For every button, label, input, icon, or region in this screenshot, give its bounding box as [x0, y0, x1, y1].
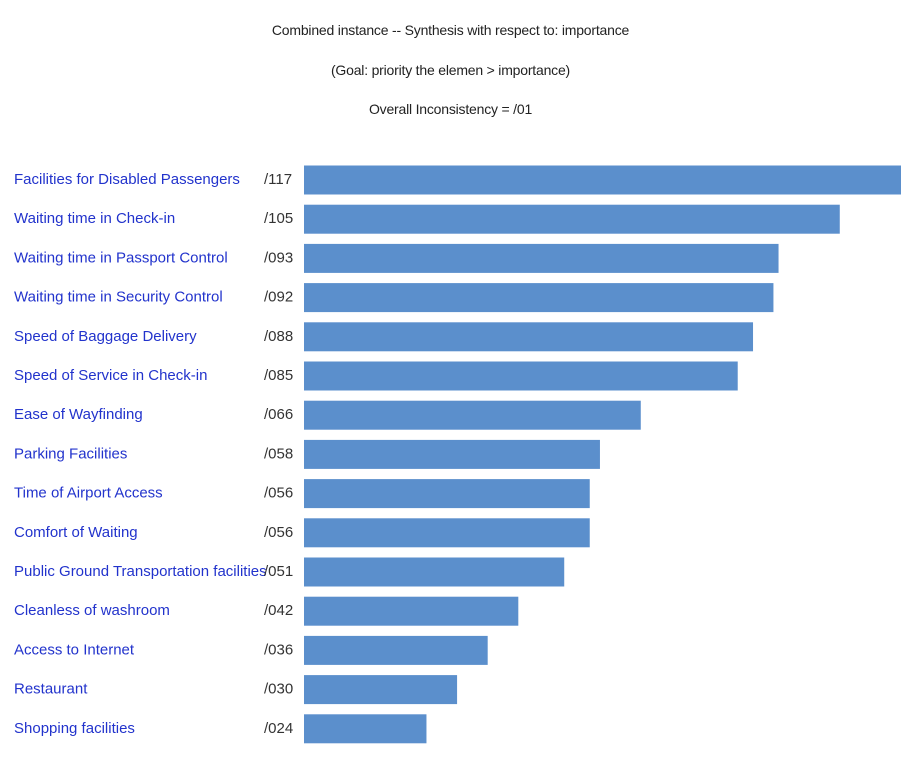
bar	[304, 243, 779, 273]
value-label: /024	[264, 720, 293, 737]
bar	[304, 165, 901, 195]
value-label: /117	[264, 171, 292, 188]
value-label: /105	[264, 210, 293, 227]
category-label: Time of Airport Access	[14, 485, 163, 502]
bar	[304, 557, 565, 587]
category-label: Cleanless of washroom	[14, 602, 170, 619]
bar	[304, 675, 458, 705]
category-label: Speed of Service in Check-in	[14, 367, 207, 384]
value-label: /092	[264, 289, 293, 306]
category-label: Comfort of Waiting	[14, 524, 138, 541]
value-label: /088	[264, 328, 293, 345]
category-label: Waiting time in Security Control	[14, 289, 223, 306]
bar	[304, 596, 519, 626]
category-label: Ease of Wayfinding	[14, 406, 143, 423]
chart-inconsistency: Overall Inconsistency = /01	[368, 101, 533, 117]
value-label: /030	[264, 681, 293, 698]
value-label: /042	[264, 602, 293, 619]
value-label: /056	[264, 485, 293, 502]
bar	[304, 322, 754, 352]
chart-goal: (Goal: priority the elemen > importance)	[330, 62, 571, 78]
value-label: /056	[264, 524, 293, 541]
bar	[304, 714, 427, 744]
value-label: /093	[264, 249, 293, 266]
bar	[304, 479, 590, 509]
value-label: /058	[264, 445, 293, 462]
bar	[304, 400, 641, 430]
bar	[304, 518, 590, 548]
category-label: Access to Internet	[14, 641, 135, 658]
bar	[304, 204, 840, 234]
category-label: Waiting time in Check-in	[14, 210, 175, 227]
value-label: /066	[264, 406, 293, 423]
bar	[304, 439, 600, 469]
category-label: Waiting time in Passport Control	[14, 249, 228, 266]
category-label: Facilities for Disabled Passengers	[14, 171, 240, 188]
bar	[304, 635, 488, 665]
bar	[304, 283, 774, 313]
category-label: Public Ground Transportation facilities	[14, 563, 267, 580]
category-label: Parking Facilities	[14, 445, 127, 462]
category-label: Restaurant	[14, 681, 88, 698]
category-label: Shopping facilities	[14, 720, 135, 737]
category-label: Speed of Baggage Delivery	[14, 328, 197, 345]
value-label: /051	[264, 563, 293, 580]
value-label: /085	[264, 367, 293, 384]
bar	[304, 361, 738, 391]
chart-title: Combined instance -- Synthesis with resp…	[271, 22, 630, 38]
value-label: /036	[264, 641, 293, 658]
